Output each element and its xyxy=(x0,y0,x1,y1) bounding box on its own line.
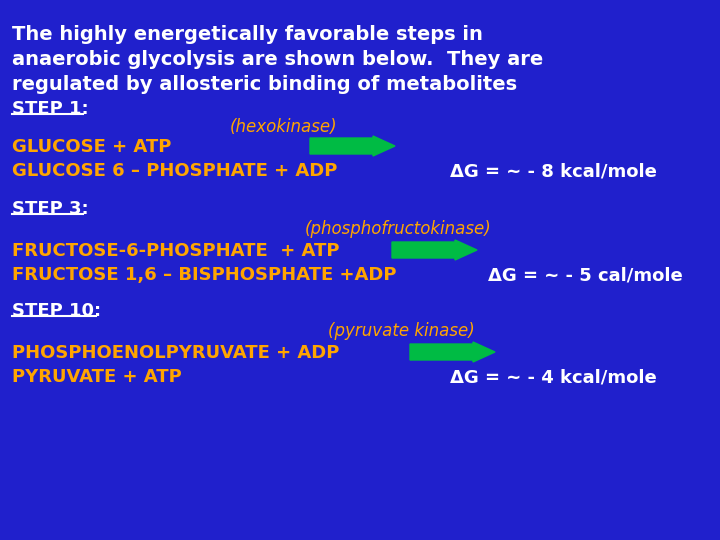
Text: GLUCOSE 6 – PHOSPHATE + ADP: GLUCOSE 6 – PHOSPHATE + ADP xyxy=(12,162,338,180)
Text: ΔG = ~ - 4 kcal/mole: ΔG = ~ - 4 kcal/mole xyxy=(450,368,657,386)
Text: (hexokinase): (hexokinase) xyxy=(230,118,338,136)
Text: GLUCOSE + ATP: GLUCOSE + ATP xyxy=(12,138,171,156)
Text: anaerobic glycolysis are shown below.  They are: anaerobic glycolysis are shown below. Th… xyxy=(12,50,544,69)
Text: (pyruvate kinase): (pyruvate kinase) xyxy=(328,322,474,340)
Text: STEP 10:: STEP 10: xyxy=(12,302,101,320)
FancyArrow shape xyxy=(410,342,495,362)
FancyArrow shape xyxy=(392,240,477,260)
Text: STEP 1:: STEP 1: xyxy=(12,100,89,118)
Text: The highly energetically favorable steps in: The highly energetically favorable steps… xyxy=(12,25,483,44)
Text: PYRUVATE + ATP: PYRUVATE + ATP xyxy=(12,368,181,386)
Text: PHOSPHOENOLPYRUVATE + ADP: PHOSPHOENOLPYRUVATE + ADP xyxy=(12,344,339,362)
FancyArrow shape xyxy=(310,136,395,156)
Text: regulated by allosteric binding of metabolites: regulated by allosteric binding of metab… xyxy=(12,75,517,94)
Text: STEP 3:: STEP 3: xyxy=(12,200,89,218)
Text: (phosphofructokinase): (phosphofructokinase) xyxy=(305,220,492,238)
Text: FRUCTOSE-6-PHOSPHATE  + ATP: FRUCTOSE-6-PHOSPHATE + ATP xyxy=(12,242,340,260)
Text: FRUCTOSE 1,6 – BISPHOSPHATE +ADP: FRUCTOSE 1,6 – BISPHOSPHATE +ADP xyxy=(12,266,397,284)
Text: ΔG = ~ - 8 kcal/mole: ΔG = ~ - 8 kcal/mole xyxy=(450,162,657,180)
Text: ΔG = ~ - 5 cal/mole: ΔG = ~ - 5 cal/mole xyxy=(488,266,683,284)
